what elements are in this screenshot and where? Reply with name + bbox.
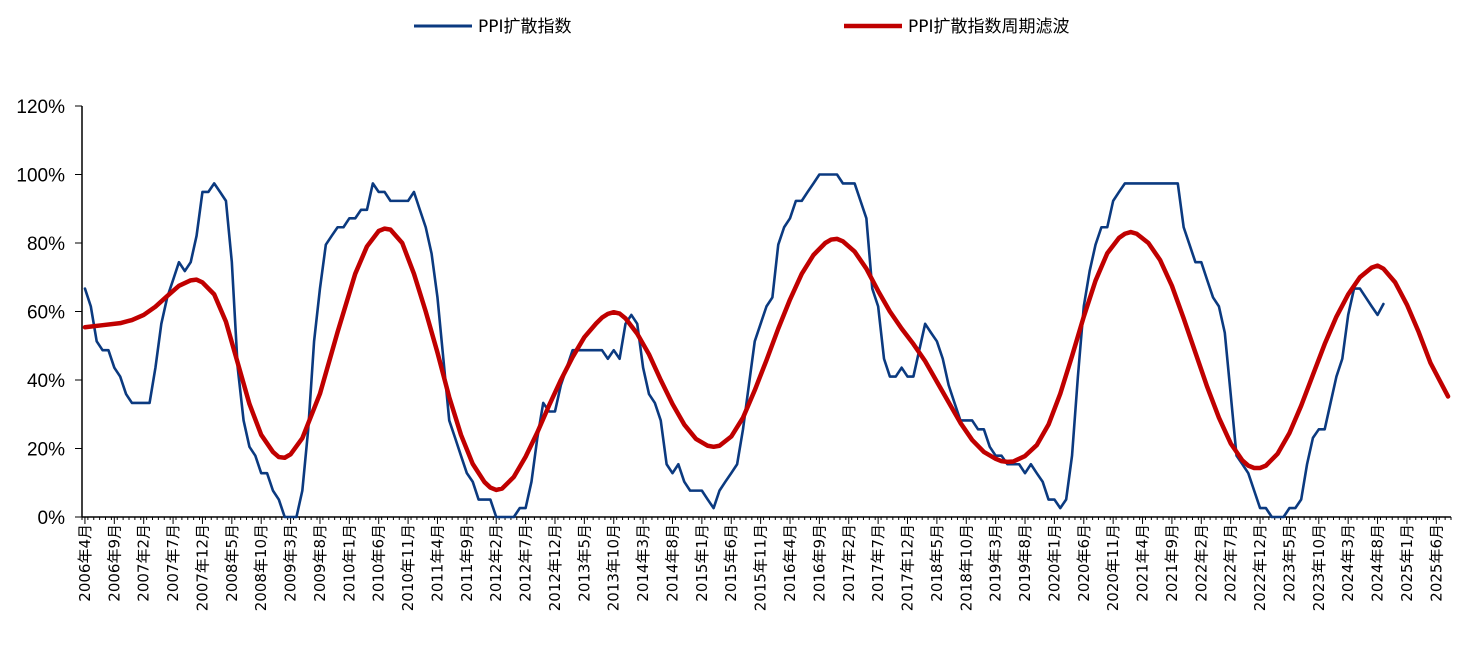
x-tick-label: 2017年12月 <box>899 524 917 611</box>
x-tick-label: 2007年2月 <box>135 524 153 602</box>
x-tick-label: 2019年3月 <box>987 524 1005 602</box>
x-tick-label: 2023年5月 <box>1280 524 1298 602</box>
x-tick-label: 2025年6月 <box>1427 524 1445 602</box>
y-axis: 0% 20% 40% 60% 80% 100% 120% <box>16 97 83 529</box>
y-tick-label: 40% <box>27 371 65 392</box>
x-tick-label: 2013年10月 <box>605 524 623 611</box>
x-tick-label: 2024年3月 <box>1339 524 1357 602</box>
x-tick-label: 2023年10月 <box>1310 524 1328 611</box>
legend: PPI扩散指数 PPI扩散指数周期滤波 <box>414 17 1070 37</box>
x-tick-label: 2013年5月 <box>575 524 593 602</box>
y-tick-label: 0% <box>38 508 66 529</box>
x-tick-label: 2010年6月 <box>370 524 388 602</box>
x-tick-label: 2020年1月 <box>1045 524 1063 602</box>
x-tick-label: 2022年7月 <box>1222 524 1240 602</box>
y-tick-label: 120% <box>16 97 65 118</box>
x-tick-label: 2016年4月 <box>781 524 799 602</box>
y-tick-label: 20% <box>27 440 65 461</box>
legend-item-ppi-diffusion-index: PPI扩散指数 <box>414 17 572 37</box>
x-tick-label: 2010年11月 <box>399 524 417 611</box>
x-tick-label: 2014年3月 <box>634 524 652 602</box>
x-tick-label: 2012年7月 <box>517 524 535 602</box>
x-tick-label: 2016年9月 <box>810 524 828 602</box>
x-tick-label: 2015年1月 <box>693 524 711 602</box>
x-tick-label: 2020年11月 <box>1104 524 1122 611</box>
legend-item-ppi-cycle-filter: PPI扩散指数周期滤波 <box>844 17 1070 37</box>
x-tick-label: 2014年8月 <box>663 524 681 602</box>
x-tick-label: 2007年7月 <box>164 524 182 602</box>
x-tick-label: 2011年4月 <box>428 524 446 602</box>
x-tick-label: 2017年2月 <box>840 524 858 602</box>
x-tick-label: 2009年3月 <box>282 524 300 602</box>
y-tick-label: 80% <box>27 234 65 255</box>
x-tick-label: 2022年2月 <box>1192 524 1210 602</box>
x-tick-label: 2010年1月 <box>340 524 358 602</box>
x-tick-label: 2008年10月 <box>252 524 270 611</box>
y-tick-label: 60% <box>27 303 65 324</box>
series-line-ppi-cycle-filter <box>82 226 1451 493</box>
x-tick-label: 2018年5月 <box>928 524 946 602</box>
x-tick-label: 2021年4月 <box>1134 524 1152 602</box>
x-tick-label: 2012年2月 <box>487 524 505 602</box>
x-tick-label: 2020年6月 <box>1075 524 1093 602</box>
x-tick-label: 2012年12月 <box>546 524 564 611</box>
series-line-ppi-diffusion-index <box>83 173 1385 519</box>
x-tick-label: 2011年9月 <box>458 524 476 602</box>
x-tick-label: 2006年4月 <box>76 524 94 602</box>
x-tick-label: 2022年12月 <box>1251 524 1269 611</box>
y-tick-label: 100% <box>16 166 65 187</box>
x-tick-label: 2008年5月 <box>223 524 241 602</box>
x-tick-label: 2018年10月 <box>957 524 975 611</box>
x-tick-label: 2019年8月 <box>1016 524 1034 602</box>
x-tick-label: 2017年7月 <box>869 524 887 602</box>
plot-area <box>82 173 1451 519</box>
legend-label-ppi-cycle-filter: PPI扩散指数周期滤波 <box>908 17 1070 37</box>
x-tick-label: 2015年6月 <box>722 524 740 602</box>
x-tick-label: 2009年8月 <box>311 524 329 602</box>
x-tick-label: 2007年12月 <box>193 524 211 611</box>
legend-label-ppi-diffusion-index: PPI扩散指数 <box>478 17 572 37</box>
x-tick-label: 2015年11月 <box>752 524 770 611</box>
x-axis: 2006年4月 2006年9月 2007年2月 2007年7月 2007年12月 2008… <box>76 516 1452 611</box>
x-tick-label: 2024年8月 <box>1369 524 1387 602</box>
x-tick-label: 2021年9月 <box>1163 524 1181 602</box>
x-tick-label: 2025年1月 <box>1398 524 1416 602</box>
x-tick-label: 2006年9月 <box>105 524 123 602</box>
